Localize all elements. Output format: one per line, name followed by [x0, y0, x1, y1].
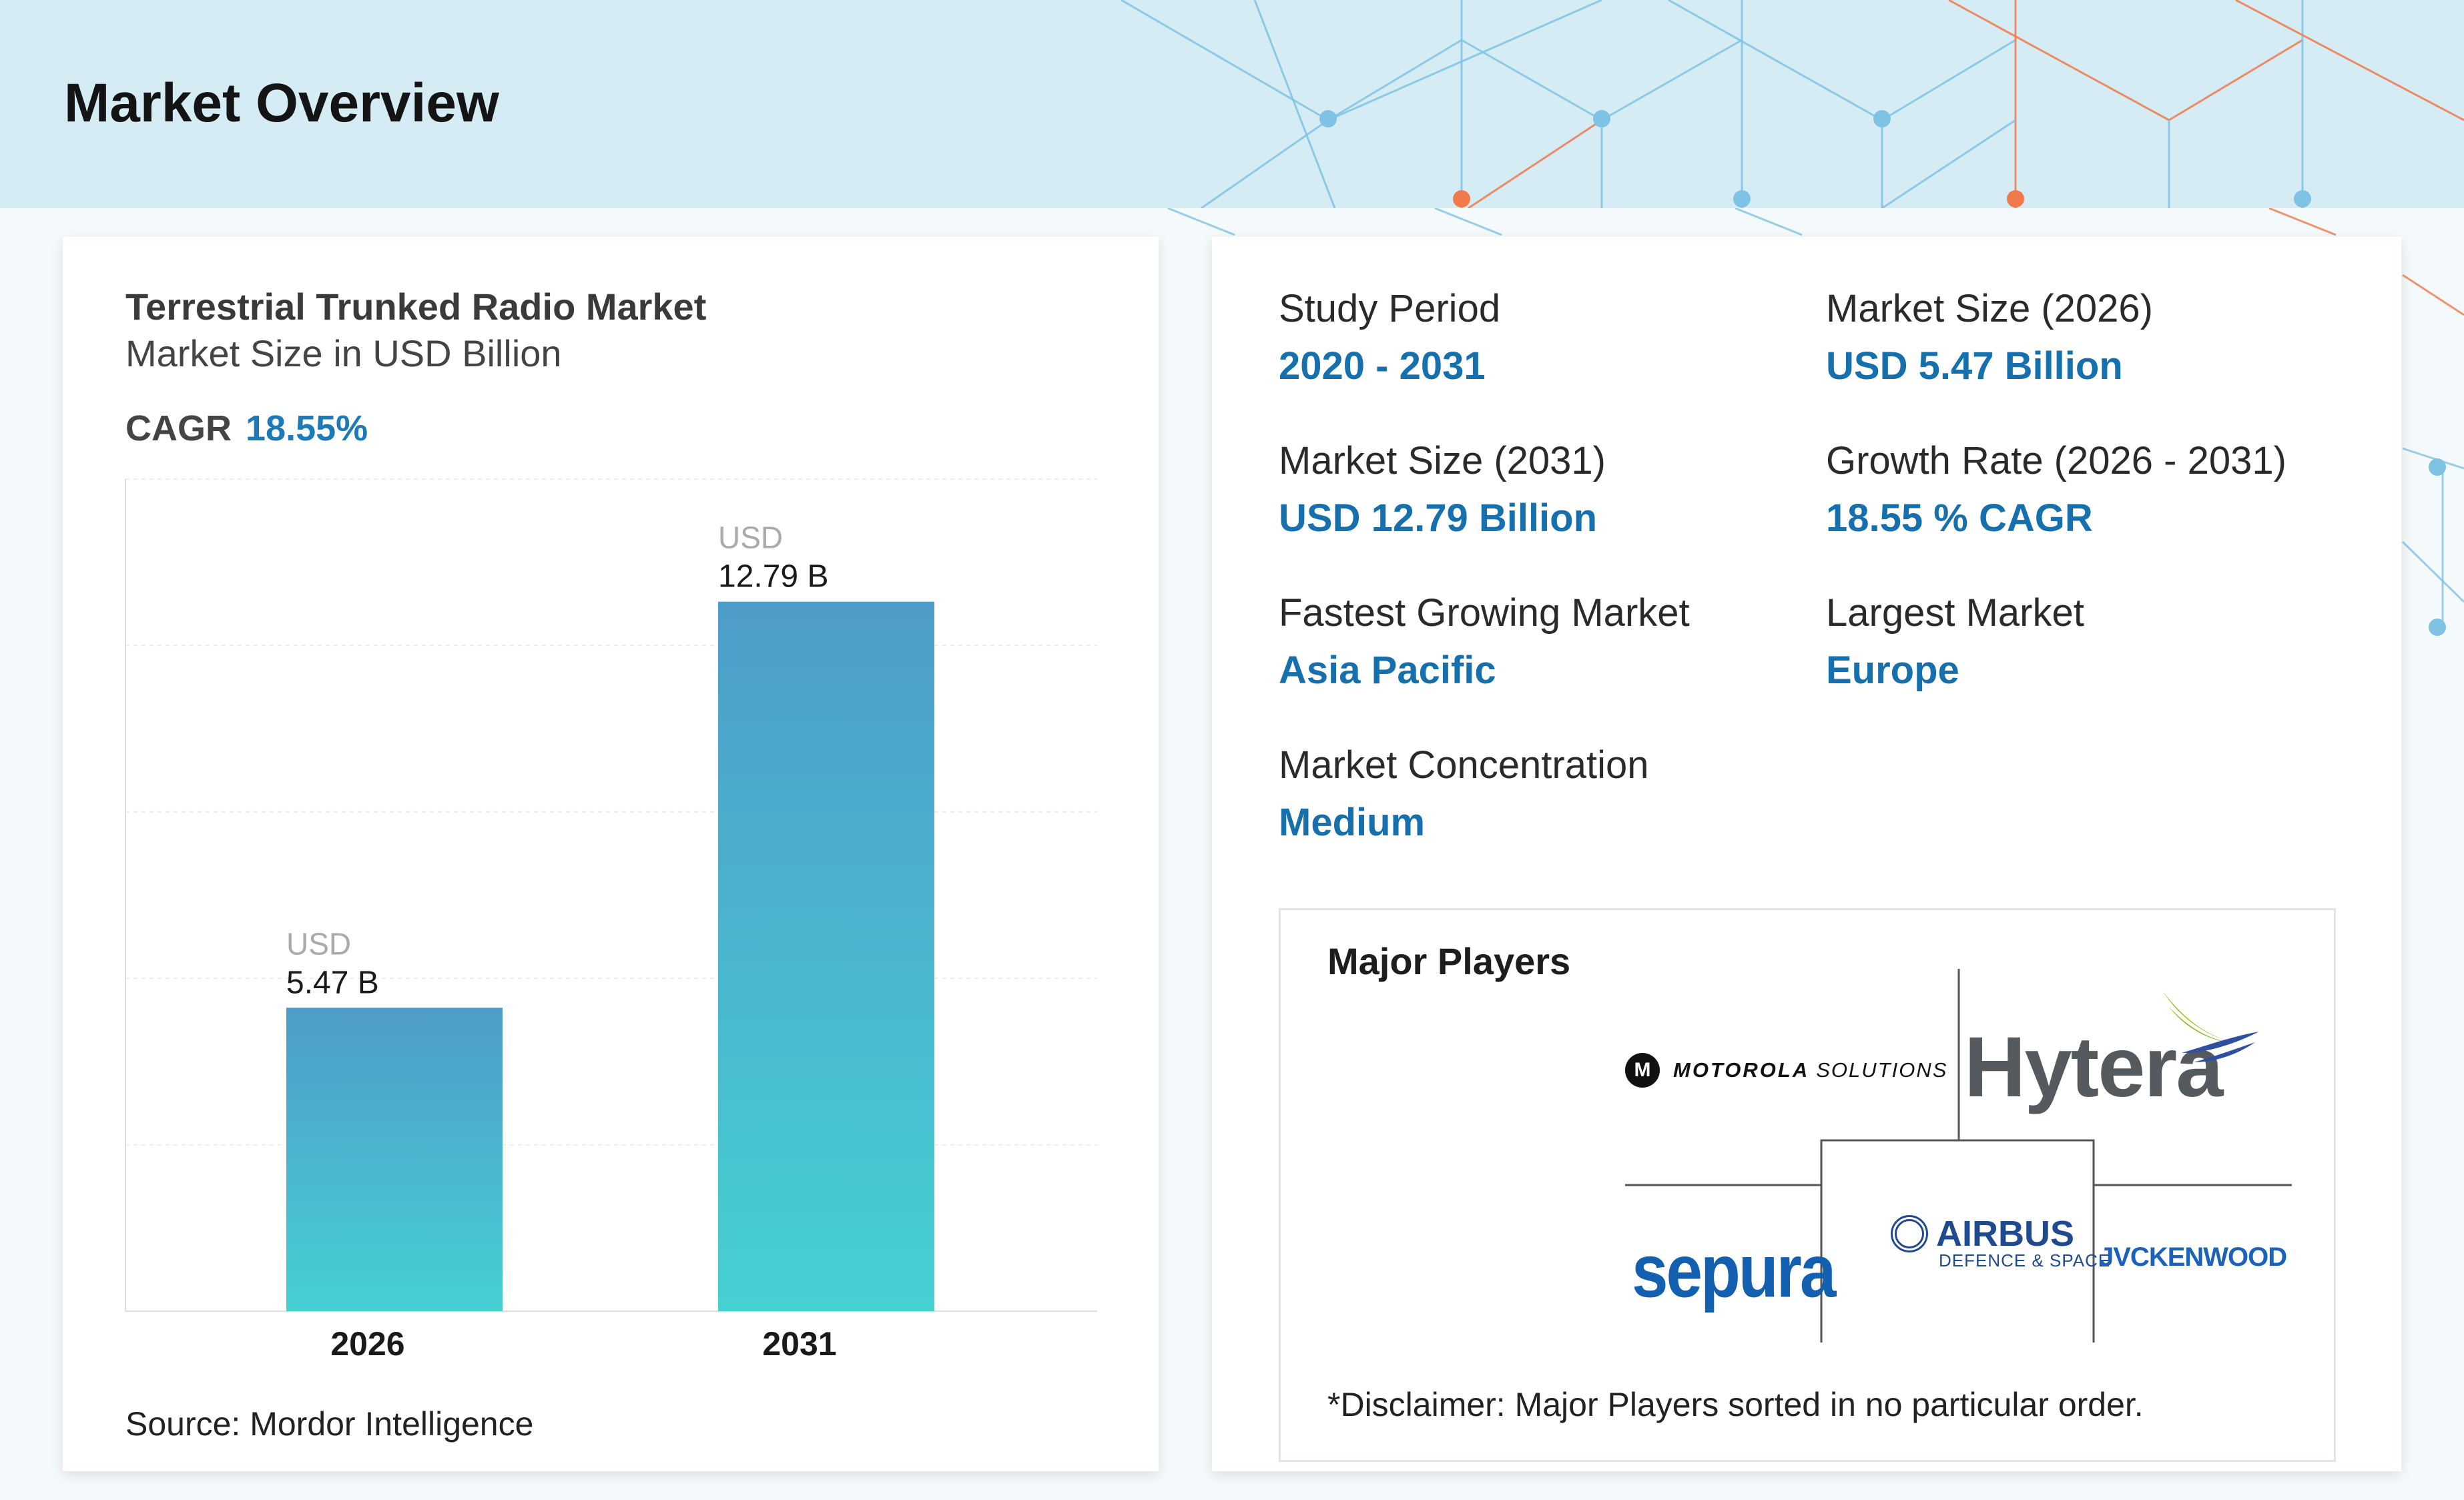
motorola-wordmark: MOTOROLA	[1673, 1058, 1810, 1082]
jvckenwood-wordmark: JVCKENWOOD	[2099, 1242, 2287, 1272]
motorola-solutions-logo: M MOTOROLA SOLUTIONS	[1625, 1053, 1947, 1088]
bar-value-label: 12.79 B	[718, 559, 828, 595]
largest-market-value: Europe	[1826, 649, 1959, 692]
hytera-wing-icon	[2163, 992, 2259, 1062]
market-concentration-value: Medium	[1279, 801, 1426, 844]
chart-subtitle: Market Size in USD Billion	[125, 332, 562, 374]
motorola-m-icon: M	[1625, 1053, 1660, 1088]
growth-rate-value: 18.55 % CAGR	[1826, 496, 2093, 540]
players-grid-lines	[1625, 969, 2292, 1343]
jvckenwood-logo: JVCKENWOOD	[2099, 1242, 2287, 1272]
major-players-box: Major Players M MOTOROLA SOLUTIONS Hytera …	[1279, 908, 2336, 1462]
fastest-growing-label: Fastest Growing Market	[1279, 591, 1690, 635]
hytera-wordmark: Hytera	[1964, 1020, 2223, 1115]
header-network-pattern	[1121, 0, 2464, 208]
page-header: Market Overview	[0, 0, 2464, 208]
bar-2026	[286, 1008, 503, 1311]
market-stats-card: Study Period 2020 - 2031 Market Size (20…	[1212, 237, 2401, 1471]
study-period-value: 2020 - 2031	[1279, 344, 1486, 388]
fastest-growing-value: Asia Pacific	[1279, 649, 1496, 692]
players-disclaimer: *Disclaimer: Major Players sorted in no …	[1327, 1386, 2144, 1423]
growth-rate-label: Growth Rate (2026 - 2031)	[1826, 439, 2286, 482]
market-size-2031-label: Market Size (2031)	[1279, 439, 1606, 482]
market-concentration-label: Market Concentration	[1279, 743, 1649, 787]
airbus-sub-wordmark: DEFENCE & SPACE	[1939, 1250, 2111, 1270]
sepura-logo: sepura	[1632, 1228, 1836, 1315]
cagr-label: CAGR	[125, 408, 232, 448]
bar-value-label: 5.47 B	[286, 965, 379, 1000]
page-title: Market Overview	[64, 73, 499, 133]
market-size-2031-value: USD 12.79 Billion	[1279, 496, 1598, 540]
largest-market-label: Largest Market	[1826, 591, 2084, 635]
major-players-title: Major Players	[1327, 940, 1571, 982]
hytera-logo: Hytera	[1964, 1018, 2223, 1116]
airbus-swirl-icon	[1891, 1215, 1928, 1252]
x-tick-label: 2026	[330, 1325, 404, 1363]
market-size-2026-value: USD 5.47 Billion	[1826, 344, 2123, 388]
x-tick-label: 2031	[762, 1325, 836, 1363]
bar-value-prefix: USD	[718, 520, 783, 555]
chart-title: Terrestrial Trunked Radio Market	[125, 286, 707, 328]
airbus-wordmark: AIRBUS	[1936, 1214, 2075, 1254]
bar-chart: USD 5.47 B 2026 USD 12.79 B 2031	[125, 478, 1097, 1363]
background-network-pattern	[1167, 208, 2464, 636]
source-note: Source: Mordor Intelligence	[125, 1405, 534, 1443]
sepura-wordmark: sepura	[1632, 1228, 1836, 1313]
cagr-value: 18.55%	[246, 408, 368, 448]
study-period-label: Study Period	[1279, 287, 1501, 330]
market-size-2026-label: Market Size (2026)	[1826, 287, 2153, 330]
bar-value-prefix: USD	[286, 926, 351, 961]
bar-2031	[718, 601, 934, 1312]
motorola-sub-wordmark: SOLUTIONS	[1816, 1058, 1948, 1082]
market-size-chart-card: Terrestrial Trunked Radio Market Market …	[63, 237, 1159, 1471]
airbus-logo: AIRBUS	[1891, 1213, 2074, 1254]
